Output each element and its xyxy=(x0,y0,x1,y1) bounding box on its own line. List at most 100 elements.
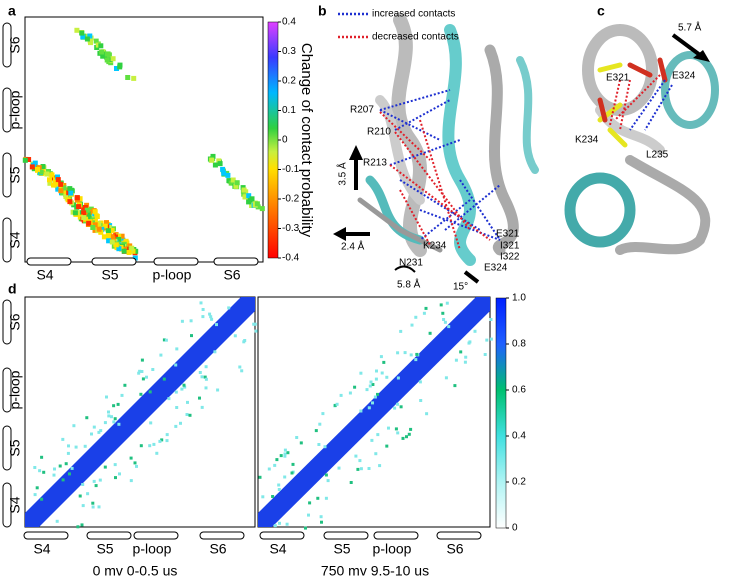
heatmap-cell xyxy=(473,329,477,333)
heatmap-cell xyxy=(213,350,217,354)
heatmap-cell xyxy=(104,54,110,60)
y-segment-label: S4 xyxy=(7,231,23,248)
heatmap-cell xyxy=(385,444,389,448)
caption: 0 mv 0-0.5 us xyxy=(93,563,178,579)
heatmap-cell xyxy=(369,380,373,384)
x-segment-label: S6 xyxy=(223,267,240,283)
heatmap-cell xyxy=(109,239,115,245)
heatmap-cell xyxy=(116,402,120,406)
annotation: 5.7 Å xyxy=(678,21,702,34)
heatmap-cell xyxy=(58,188,64,194)
heatmap-cell xyxy=(101,51,107,57)
heatmap-cell xyxy=(140,370,144,373)
annotation: K234 xyxy=(575,135,599,146)
heatmap-cell xyxy=(135,464,138,468)
segment-glyph xyxy=(2,482,12,528)
heatmap-cell xyxy=(72,424,76,428)
heatmap-cell xyxy=(190,334,193,338)
heatmap-cell xyxy=(320,520,323,524)
panel-label: a xyxy=(8,3,16,19)
heatmap-cell xyxy=(87,38,93,44)
heatmap-diagonal xyxy=(25,297,255,527)
heatmap-cell xyxy=(201,308,205,311)
heatmap-cell xyxy=(123,238,129,244)
heatmap-cell xyxy=(40,497,44,501)
heatmap-cell xyxy=(137,371,141,375)
heatmap-cell xyxy=(113,234,118,240)
heatmap-cell xyxy=(109,227,115,233)
annotation: R210 xyxy=(367,127,391,138)
heatmap-cell xyxy=(199,301,203,305)
heatmap-cell xyxy=(40,164,46,169)
heatmap-cell xyxy=(133,248,139,254)
heatmap-cell xyxy=(399,329,403,333)
heatmap-cell xyxy=(249,196,255,202)
heatmap-cell xyxy=(152,442,156,446)
heatmap-cell xyxy=(285,522,289,526)
structure-c xyxy=(564,24,719,255)
heatmap-cell xyxy=(105,395,108,399)
heatmap-cell xyxy=(68,190,74,196)
heatmap-cell xyxy=(55,174,60,180)
segment-glyph xyxy=(23,531,69,540)
heatmap-cell xyxy=(319,515,323,519)
heatmap-cell xyxy=(370,438,374,442)
heatmap-cell xyxy=(185,413,189,416)
heatmap-cell xyxy=(81,215,87,221)
heatmap-cell xyxy=(358,459,362,463)
heatmap-cell xyxy=(99,429,103,433)
y-segment-label: S4 xyxy=(7,496,23,513)
heatmap-cell xyxy=(165,439,169,443)
heatmap-cell xyxy=(52,473,56,477)
heatmap-cell xyxy=(93,38,99,44)
heatmap-cell xyxy=(81,483,85,486)
heatmap-cell xyxy=(375,369,378,373)
heatmap-cell xyxy=(107,414,111,418)
heatmap-cell xyxy=(123,383,127,387)
heatmap-cell xyxy=(175,347,179,351)
segment-glyph xyxy=(153,257,199,266)
heatmap-cell xyxy=(277,488,281,491)
heatmap-cell xyxy=(396,431,400,435)
segment-glyph xyxy=(133,531,179,540)
heatmap-cell xyxy=(180,319,184,323)
heatmap-cell xyxy=(107,57,113,62)
heatmap-cell xyxy=(246,193,252,199)
annotation: E321 xyxy=(496,229,520,240)
heatmap-cell xyxy=(233,334,237,338)
heatmap-cell xyxy=(463,360,467,364)
heatmap-cell xyxy=(125,75,131,80)
heatmap-cell xyxy=(227,306,231,310)
segment-glyph xyxy=(323,531,369,540)
heatmap-cell xyxy=(324,496,328,500)
heatmap-cell xyxy=(368,384,372,388)
heatmap-cell xyxy=(371,383,375,386)
heatmap-cell xyxy=(72,210,78,216)
heatmap-cell xyxy=(53,467,56,471)
heatmap-cell xyxy=(283,448,287,452)
heatmap-cell xyxy=(255,204,261,210)
heatmap-cell xyxy=(38,169,44,175)
heatmap-cell xyxy=(98,43,104,49)
caption: 750 mv 9.5-10 us xyxy=(321,563,429,579)
segment-glyph xyxy=(213,257,259,266)
colorbar-label: Change of contact probability xyxy=(298,43,315,238)
heatmap-cell xyxy=(424,306,428,310)
heatmap-cell xyxy=(114,66,119,71)
heatmap-cell xyxy=(278,521,281,525)
heatmap-cell xyxy=(116,246,122,252)
heatmap-cell xyxy=(279,454,283,458)
heatmap-cell xyxy=(233,183,239,189)
heatmap-cell xyxy=(399,405,403,409)
heatmap-cell xyxy=(55,186,61,192)
heatmap-cell xyxy=(299,441,303,445)
heatmap-cell xyxy=(167,397,171,401)
segment-glyph xyxy=(26,257,72,266)
heatmap-cell xyxy=(228,180,234,186)
heatmap-cell xyxy=(138,369,142,373)
heatmap-cell xyxy=(243,339,247,342)
heatmap-cell xyxy=(80,523,84,527)
heatmap-cell xyxy=(409,353,413,357)
heatmap-cell xyxy=(55,177,61,183)
